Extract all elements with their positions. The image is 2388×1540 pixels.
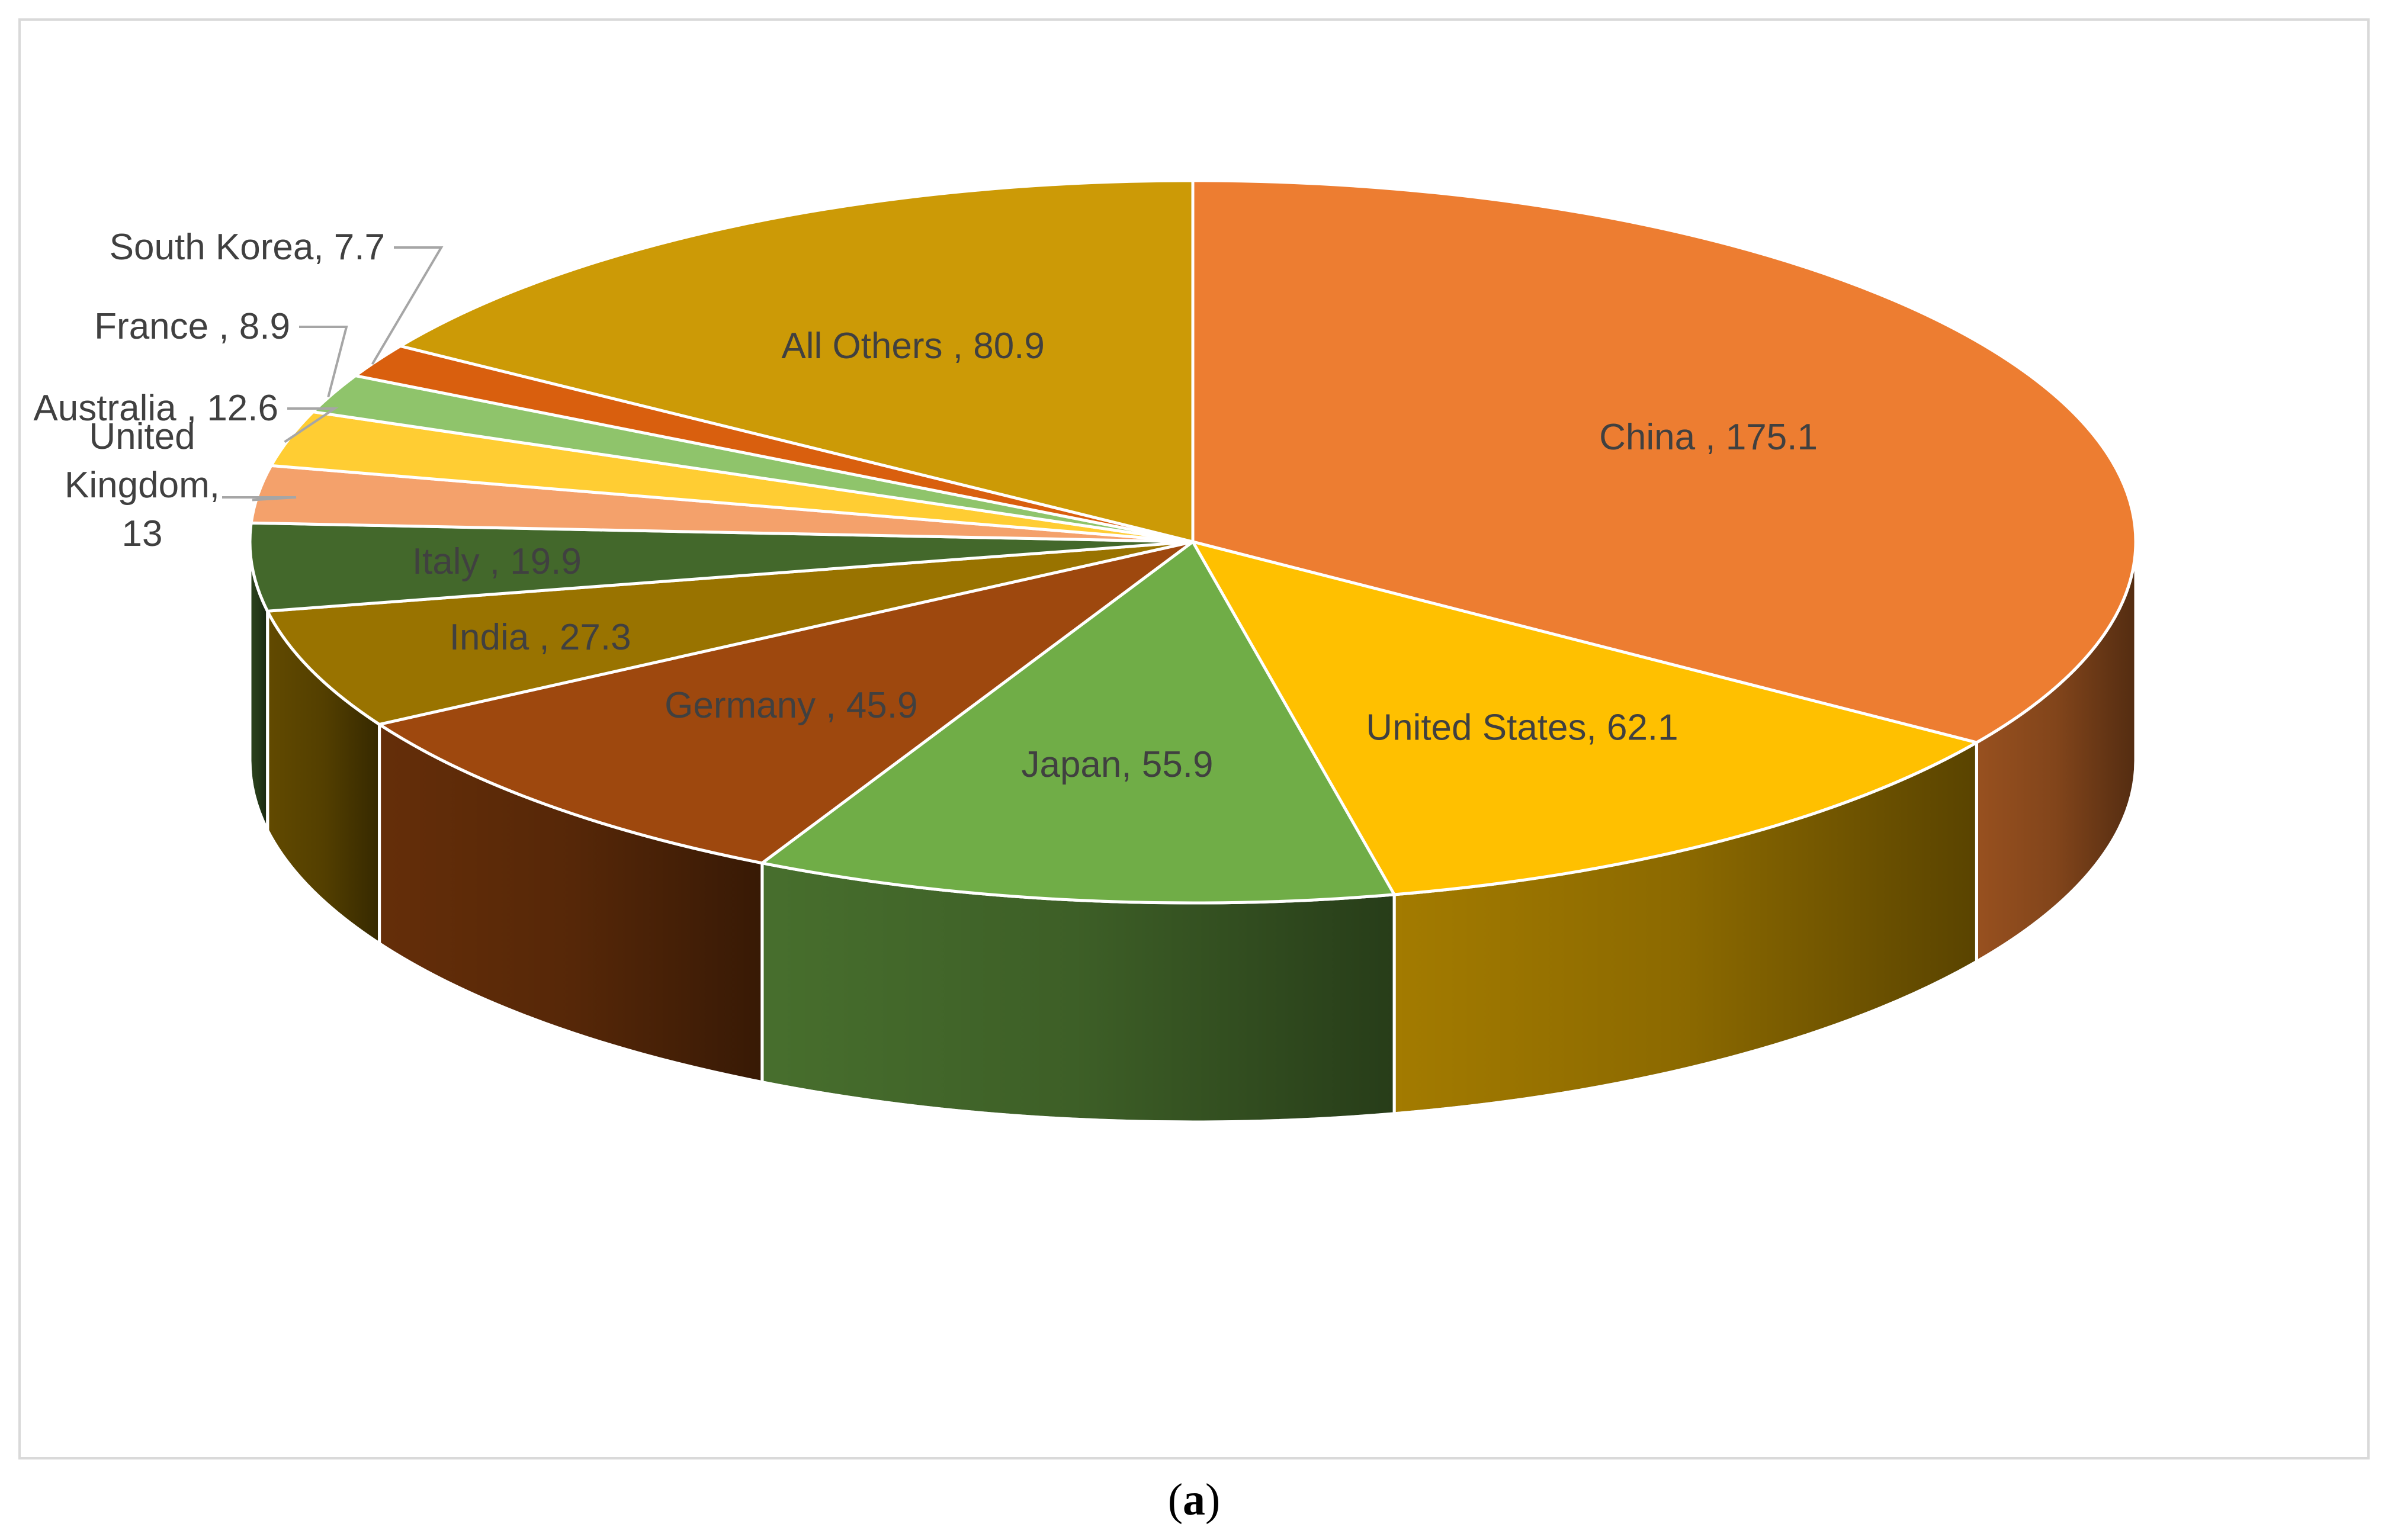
slice-united-states xyxy=(1189,539,1981,896)
label-china: China , 175.1 xyxy=(1599,417,1818,458)
label-line: United xyxy=(89,416,195,457)
label-line: France , 8.9 xyxy=(94,306,290,347)
label-line: Germany , 45.9 xyxy=(665,685,917,726)
label-line: Australia , 12.6 xyxy=(33,388,278,429)
leader-australia xyxy=(284,407,339,443)
label-india: India , 27.3 xyxy=(450,617,631,658)
leader-lines xyxy=(222,246,444,501)
label-australia: Australia , 12.6 xyxy=(33,388,278,429)
slice-labels: China , 175.1 United States, 62.1 Japan, 5… xyxy=(33,227,1818,785)
label-united-states: United States, 62.1 xyxy=(1366,707,1678,748)
slice-italy xyxy=(248,521,1193,613)
label-line: Italy , 19.9 xyxy=(412,541,582,582)
label-south-korea: South Korea, 7.7 xyxy=(110,227,385,268)
label-japan: Japan, 55.9 xyxy=(1021,744,1213,785)
label-italy: Italy , 19.9 xyxy=(412,541,582,582)
figure-caption: (a) xyxy=(0,1474,2388,1526)
label-line: South Korea, 7.7 xyxy=(110,227,385,268)
slice-all-others xyxy=(396,179,1195,544)
label-line: China , 175.1 xyxy=(1599,417,1818,458)
label-france: France , 8.9 xyxy=(94,306,290,347)
leader-france xyxy=(299,326,348,398)
label-line: Kingdom, xyxy=(65,465,220,506)
label-line: United States, 62.1 xyxy=(1366,707,1678,748)
caption-open: ( xyxy=(1167,1475,1183,1525)
leader-united-kingdom xyxy=(222,496,297,501)
slice-germany xyxy=(375,540,1194,865)
caption-close: ) xyxy=(1205,1475,1221,1525)
slice-india xyxy=(265,540,1193,726)
slice-japan xyxy=(758,539,1397,905)
label-germany: Germany , 45.9 xyxy=(665,685,917,726)
label-line: India , 27.3 xyxy=(450,617,631,658)
label-line: 13 xyxy=(122,513,163,554)
pie-top-slices xyxy=(248,179,2137,905)
label-line: Japan, 55.9 xyxy=(1021,744,1213,785)
label-united-kingdom: United Kingdom, 13 xyxy=(65,416,220,554)
label-line: All Others , 80.9 xyxy=(781,326,1045,366)
label-all-others: All Others , 80.9 xyxy=(781,326,1045,366)
leader-south-korea xyxy=(371,246,444,365)
caption-letter: a xyxy=(1183,1475,1205,1525)
